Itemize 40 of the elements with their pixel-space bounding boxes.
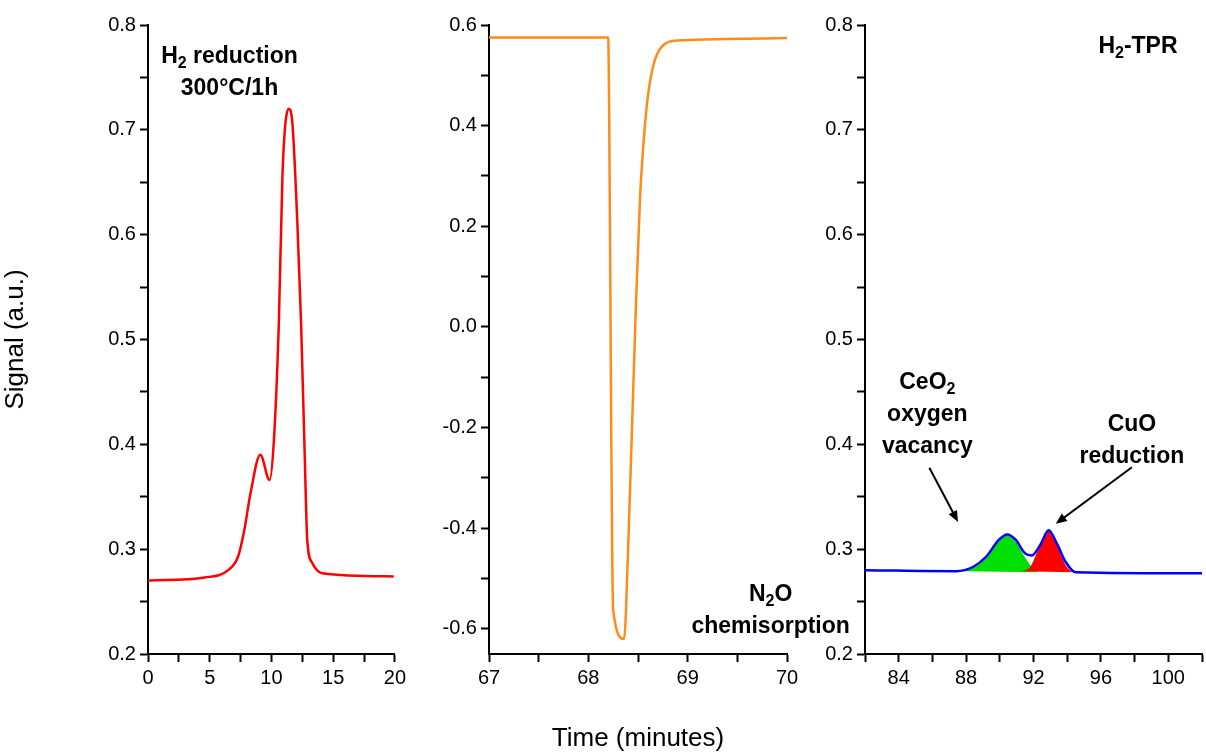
x-tick-label: 68 xyxy=(577,665,600,688)
y-tick-label: 0.5 xyxy=(108,327,136,350)
line-series xyxy=(865,529,1202,575)
y-tick-label: 0.8 xyxy=(108,12,136,35)
y-tick-label: 0.4 xyxy=(108,431,136,454)
x-tick-label: 5 xyxy=(204,665,216,688)
x-tick-label: 10 xyxy=(260,665,283,688)
x-tick-label: 15 xyxy=(322,665,345,688)
y-tick-label: 0.6 xyxy=(108,222,136,245)
x-tick-label: 20 xyxy=(383,665,406,688)
y-tick-label: 0.7 xyxy=(825,117,853,140)
y-tick-label: 0.3 xyxy=(825,536,853,559)
x-tick-label: 69 xyxy=(676,665,699,688)
x-tick-label: 96 xyxy=(1089,665,1113,688)
x-tick-label: 67 xyxy=(477,665,501,688)
y-tick-label: 0.4 xyxy=(449,113,477,136)
y-tick-label: 0.7 xyxy=(108,117,136,140)
x-tick-label: 100 xyxy=(1151,665,1185,688)
y-tick-label: 0.2 xyxy=(108,641,136,664)
y-tick-label: 0.4 xyxy=(825,431,853,454)
y-tick-label: -0.6 xyxy=(442,616,477,639)
y-tick-label: -0.4 xyxy=(442,515,477,538)
line-series xyxy=(148,107,395,582)
x-tick-label: 0 xyxy=(142,665,154,688)
y-axis-title: Signal (a.u.) xyxy=(0,269,29,410)
x-tick-label: 92 xyxy=(1022,665,1045,688)
x-axis-title: Time (minutes) xyxy=(551,721,725,752)
y-tick-label: -0.2 xyxy=(442,415,477,438)
y-tick-label: 0.6 xyxy=(825,222,853,245)
annotation: CuO reduction xyxy=(1079,410,1185,469)
y-tick-label: 0.3 xyxy=(108,536,136,559)
x-tick-label: 84 xyxy=(887,665,910,688)
y-tick-label: 0.2 xyxy=(825,641,853,664)
y-tick-label: 0.6 xyxy=(449,12,477,35)
y-tick-label: 0.8 xyxy=(825,12,853,35)
y-tick-label: 0.2 xyxy=(449,213,477,236)
y-tick-label: 0.5 xyxy=(825,327,853,350)
y-tick-label: 0.0 xyxy=(449,314,477,337)
x-tick-label: 88 xyxy=(954,665,978,688)
x-tick-label: 70 xyxy=(775,665,799,688)
